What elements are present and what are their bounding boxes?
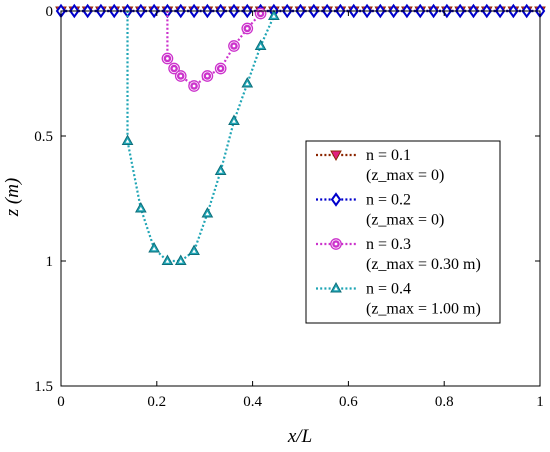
data-point-center	[334, 242, 338, 246]
y-tick-label: 0	[46, 4, 54, 20]
x-tick-label: 0.2	[147, 394, 166, 410]
legend-box	[305, 140, 501, 324]
legend-label: n = 0.2	[366, 192, 411, 209]
y-tick-label: 1.5	[34, 379, 53, 395]
data-point-center	[258, 44, 263, 48]
data-point-center	[166, 57, 169, 60]
x-tick-label: 0.4	[243, 394, 262, 410]
y-tick-label: 1	[46, 254, 54, 270]
legend-sublabel: (z_max = 0)	[366, 212, 444, 229]
data-point-center	[192, 84, 196, 88]
y-tick-label: 0.5	[34, 129, 53, 145]
data-point-center	[205, 211, 210, 216]
legend-entry-1: n = 0.1 (z_max = 0)	[316, 147, 444, 184]
x-axis-label: x/L	[287, 426, 312, 447]
data-point-center	[334, 286, 338, 291]
legend-label: n = 0.3	[366, 236, 411, 253]
x-tick-label: 0.6	[339, 394, 358, 410]
x-tick-label: 0	[57, 394, 65, 410]
data-point-center	[152, 246, 157, 251]
data-point-center	[245, 81, 250, 86]
legend-entry-3: n = 0.3 (z_max = 0.30 m)	[316, 236, 481, 273]
legend-entry-2: n = 0.2 (z_max = 0)	[316, 192, 444, 229]
data-point-center	[205, 74, 209, 78]
data-point-center	[172, 67, 176, 70]
y-axis-label: z (m)	[2, 178, 23, 218]
data-point-center	[259, 12, 262, 15]
legend-sublabel: (z_max = 0)	[366, 167, 444, 184]
legend-entry-4: n = 0.4 (z_max = 1.00 m)	[316, 281, 481, 318]
legend-sublabel: (z_max = 1.00 m)	[366, 301, 481, 318]
data-point-center	[231, 119, 236, 123]
data-point-center	[245, 27, 249, 30]
data-point	[330, 150, 342, 162]
legend: n = 0.1(z_max = 0)n = 0.2(z_max = 0)n = …	[305, 140, 501, 324]
data-point-center	[179, 74, 183, 78]
plot-frame	[60, 10, 541, 387]
series-line	[126, 11, 275, 263]
series-3	[161, 7, 267, 92]
axes: 0 0.2 0.4 0.6 0.8 1 0 0.5 1 1.5	[34, 4, 544, 410]
data-point-center	[232, 44, 236, 48]
data-point-center	[125, 139, 130, 143]
x-tick-label: 0.8	[435, 394, 454, 410]
legend-sublabel: (z_max = 0.30 m)	[366, 256, 481, 273]
data-point	[330, 192, 342, 207]
x-tick-label: 1	[536, 394, 544, 410]
data-point-center	[218, 169, 223, 173]
data-point-center	[165, 259, 170, 263]
data-point-center	[138, 206, 143, 211]
data-point-center	[219, 67, 223, 70]
data-point-center	[192, 249, 197, 253]
data-point-center	[271, 14, 276, 18]
data-point-center	[178, 259, 183, 263]
legend-label: n = 0.4	[366, 281, 411, 298]
series-4	[121, 9, 280, 265]
legend-label: n = 0.1	[366, 147, 411, 164]
